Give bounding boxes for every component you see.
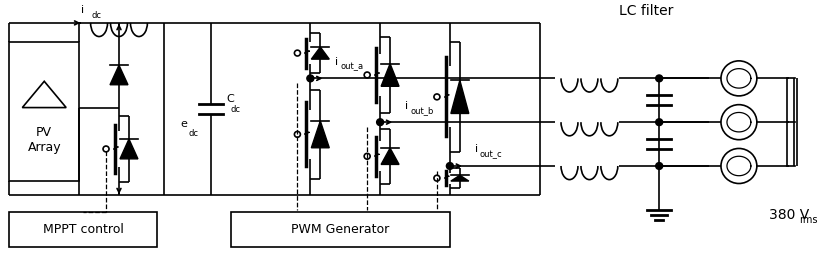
- Text: PWM Generator: PWM Generator: [291, 223, 390, 236]
- Text: rms: rms: [799, 215, 817, 225]
- Circle shape: [656, 75, 662, 82]
- Circle shape: [656, 163, 662, 169]
- Circle shape: [376, 119, 384, 125]
- FancyBboxPatch shape: [9, 212, 157, 247]
- Polygon shape: [451, 175, 469, 181]
- Text: i: i: [81, 5, 84, 15]
- FancyBboxPatch shape: [231, 212, 450, 247]
- Text: LC filter: LC filter: [619, 4, 674, 18]
- Polygon shape: [381, 148, 399, 164]
- Circle shape: [307, 75, 314, 82]
- Text: PV
Array: PV Array: [27, 126, 61, 154]
- Text: i: i: [335, 57, 338, 67]
- Text: 380 V: 380 V: [769, 208, 809, 222]
- Text: dc: dc: [189, 130, 199, 138]
- Polygon shape: [312, 121, 329, 148]
- Circle shape: [446, 163, 454, 169]
- Text: e: e: [181, 119, 188, 129]
- Polygon shape: [381, 64, 399, 86]
- Text: dc: dc: [91, 11, 101, 20]
- Text: MPPT control: MPPT control: [42, 223, 124, 236]
- Circle shape: [656, 119, 662, 125]
- Text: out_c: out_c: [479, 150, 503, 159]
- Polygon shape: [110, 65, 128, 85]
- Polygon shape: [451, 80, 469, 114]
- FancyBboxPatch shape: [9, 42, 79, 181]
- Text: C: C: [227, 94, 234, 104]
- Text: out_a: out_a: [340, 62, 363, 72]
- Polygon shape: [312, 47, 329, 59]
- Text: i: i: [475, 144, 478, 154]
- Polygon shape: [120, 139, 138, 159]
- Text: dc: dc: [231, 105, 241, 114]
- Text: out_b: out_b: [410, 106, 434, 115]
- Text: i: i: [405, 101, 408, 110]
